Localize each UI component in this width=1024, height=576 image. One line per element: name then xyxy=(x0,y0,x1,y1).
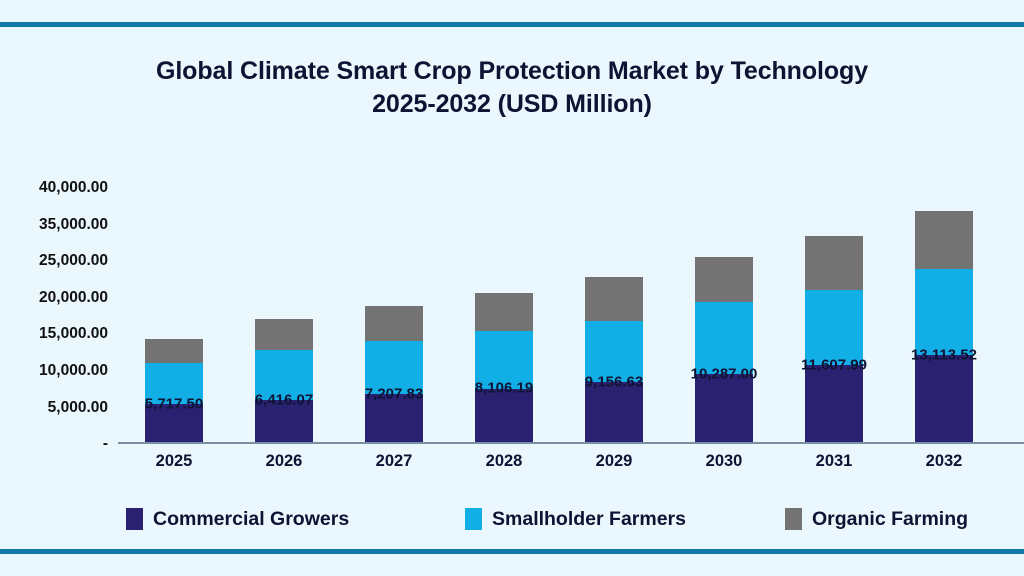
chart-legend: Commercial Growers Smallholder Farmers Org… xyxy=(118,503,998,535)
legend-item-label: Organic Farming xyxy=(812,507,969,530)
bar-segment-smallholder-farmers[interactable] xyxy=(475,330,533,389)
x-axis-tick-label: 2029 xyxy=(595,452,633,470)
y-axis-tick-label: 20,000.00 xyxy=(39,288,108,306)
bar-segment-smallholder-farmers[interactable] xyxy=(145,363,203,405)
bar-segment-organic-farming[interactable] xyxy=(475,292,533,331)
legend-item[interactable]: Organic Farming xyxy=(785,503,968,535)
bar-segment-organic-farming[interactable] xyxy=(255,318,313,350)
bar-segment-organic-farming[interactable] xyxy=(915,211,973,270)
bar-column[interactable] xyxy=(585,276,643,442)
y-axis-tick-label: 15,000.00 xyxy=(39,325,108,343)
bar-segment-smallholder-farmers[interactable] xyxy=(585,320,643,382)
bar-segment-commercial-growers[interactable] xyxy=(805,365,863,442)
y-axis-tick-label: - xyxy=(102,435,108,453)
chart-title: Global Climate Smart Crop Protection Mar… xyxy=(0,55,1024,121)
bar-column[interactable] xyxy=(475,292,533,442)
bar-segment-organic-farming[interactable] xyxy=(585,276,643,321)
bar-segment-smallholder-farmers[interactable] xyxy=(915,269,973,356)
legend-color-swatch xyxy=(785,508,802,530)
chart-title-line-2: 2025-2032 (USD Million) xyxy=(372,90,652,118)
bar-segment-organic-farming[interactable] xyxy=(145,339,203,364)
y-axis-tick-label: 5,000.00 xyxy=(47,398,108,416)
x-axis-tick-label: 2032 xyxy=(925,452,963,470)
x-axis-tick-label: 2031 xyxy=(815,452,853,470)
legend-color-swatch xyxy=(126,508,143,530)
legend-item-label: Commercial Growers xyxy=(153,507,350,530)
bar-segment-organic-farming[interactable] xyxy=(805,236,863,291)
bar-segment-commercial-growers[interactable] xyxy=(585,381,643,442)
bar-segment-commercial-growers[interactable] xyxy=(255,399,313,442)
y-axis-tick-label: 25,000.00 xyxy=(39,252,108,270)
bar-column[interactable] xyxy=(805,236,863,442)
bar-segment-commercial-growers[interactable] xyxy=(145,404,203,442)
bar-segment-smallholder-farmers[interactable] xyxy=(365,341,423,395)
top-accent-rule xyxy=(0,22,1024,27)
legend-item[interactable]: Smallholder Farmers xyxy=(465,503,686,535)
bar-column[interactable] xyxy=(255,318,313,442)
bar-segment-smallholder-farmers[interactable] xyxy=(255,349,313,400)
y-axis-tick-label: 40,000.00 xyxy=(39,179,108,196)
x-axis-tick-label: 2028 xyxy=(485,452,523,470)
legend-color-swatch xyxy=(465,508,482,530)
legend-item[interactable]: Commercial Growers xyxy=(126,503,349,535)
x-axis-line xyxy=(118,442,1024,444)
x-axis-tick-label: 2027 xyxy=(375,452,413,470)
bar-segment-commercial-growers[interactable] xyxy=(695,374,753,442)
bar-column[interactable] xyxy=(915,211,973,442)
legend-item-label: Smallholder Farmers xyxy=(492,507,686,530)
y-axis-tick-label: 10,000.00 xyxy=(39,362,108,379)
bottom-accent-rule xyxy=(0,549,1024,554)
x-axis-tick-label: 2025 xyxy=(155,452,193,470)
bar-column[interactable] xyxy=(695,257,753,442)
bar-segment-commercial-growers[interactable] xyxy=(365,394,423,442)
y-axis-tick-label: 35,000.00 xyxy=(39,215,108,233)
bar-segment-smallholder-farmers[interactable] xyxy=(695,302,753,375)
chart-title-line-1: Global Climate Smart Crop Protection Mar… xyxy=(155,57,868,85)
x-axis-tick-label: 2026 xyxy=(265,452,303,470)
bar-segment-commercial-growers[interactable] xyxy=(915,355,973,442)
x-axis-tick-label: 2030 xyxy=(705,452,743,470)
bar-column[interactable] xyxy=(145,339,203,442)
bar-segment-commercial-growers[interactable] xyxy=(475,388,533,442)
bar-segment-smallholder-farmers[interactable] xyxy=(805,290,863,366)
bar-column[interactable] xyxy=(365,306,423,442)
bar-segment-organic-farming[interactable] xyxy=(695,257,753,303)
bar-segment-organic-farming[interactable] xyxy=(365,306,423,342)
